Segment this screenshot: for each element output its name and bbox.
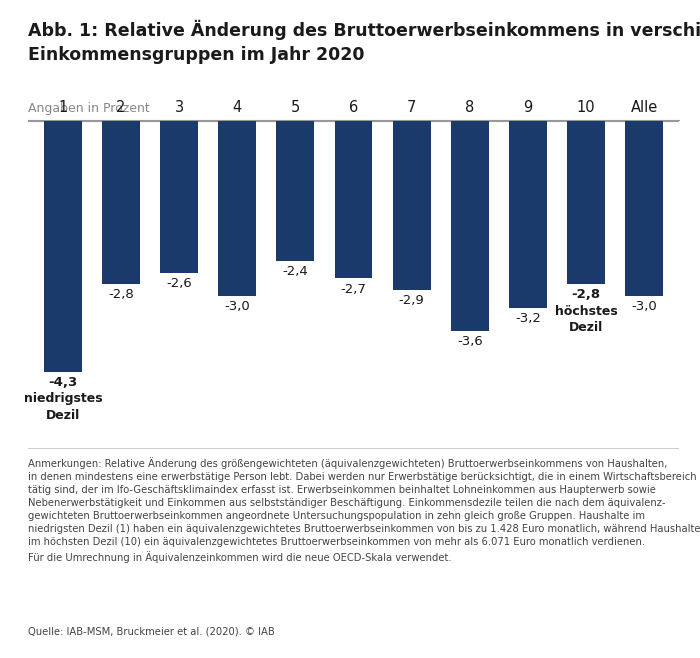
Text: -3,2: -3,2 <box>515 312 541 325</box>
Bar <box>44 121 82 372</box>
Text: -2,4: -2,4 <box>283 265 308 278</box>
Bar <box>393 121 430 290</box>
Text: höchstes
Dezil: höchstes Dezil <box>554 305 617 334</box>
Bar <box>218 121 256 296</box>
Text: Anmerkungen: Relative Änderung des größengewichteten (äquivalenzgewichteten) Bru: Anmerkungen: Relative Änderung des größe… <box>28 457 700 563</box>
Text: -2,8: -2,8 <box>108 288 134 301</box>
Bar <box>276 121 314 261</box>
Text: -3,0: -3,0 <box>631 300 657 313</box>
Text: -3,0: -3,0 <box>225 300 250 313</box>
Text: Abb. 1: Relative Änderung des Bruttoerwerbseinkommens in verschiedenen
Einkommen: Abb. 1: Relative Änderung des Bruttoerwe… <box>28 20 700 64</box>
Text: Angaben in Prozent: Angaben in Prozent <box>28 102 150 114</box>
Bar <box>625 121 663 296</box>
Text: -2,7: -2,7 <box>341 282 366 295</box>
Bar <box>509 121 547 308</box>
Text: -3,6: -3,6 <box>457 335 482 348</box>
Text: Quelle: IAB-MSM, Bruckmeier et al. (2020). © IAB: Quelle: IAB-MSM, Bruckmeier et al. (2020… <box>28 627 274 637</box>
Text: -2,9: -2,9 <box>399 294 424 307</box>
Text: -2,6: -2,6 <box>167 277 192 290</box>
Bar <box>102 121 140 284</box>
Text: -4,3: -4,3 <box>48 376 78 389</box>
Text: niedrigstes
Dezil: niedrigstes Dezil <box>24 392 102 422</box>
Bar <box>567 121 605 284</box>
Bar <box>335 121 372 278</box>
Bar <box>160 121 198 272</box>
Bar <box>451 121 489 331</box>
Text: -2,8: -2,8 <box>571 288 601 301</box>
